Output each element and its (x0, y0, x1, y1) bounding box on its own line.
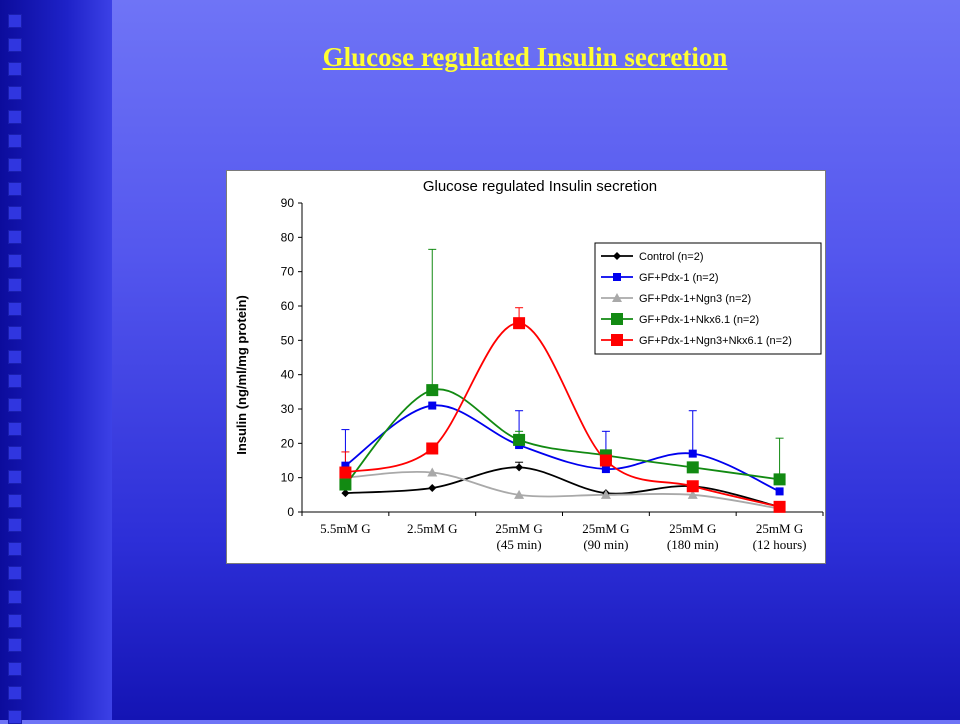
series-line (344, 404, 780, 493)
data-point (686, 480, 699, 493)
legend-entry: Control (n=2) (639, 251, 704, 263)
data-point (600, 489, 611, 499)
data-point (339, 466, 352, 479)
data-point (513, 433, 526, 446)
series-line (345, 466, 780, 508)
decorative-square (8, 614, 22, 628)
decorative-square (8, 278, 22, 292)
data-point (515, 463, 524, 472)
data-point (599, 454, 612, 467)
decorative-square (8, 446, 22, 460)
chart-svg: Glucose regulated Insulin secretion Insu… (234, 178, 824, 552)
decorative-square (8, 326, 22, 340)
slide-left-strip (0, 0, 112, 724)
x-category-label: 25mM G (669, 521, 716, 536)
data-point (514, 489, 525, 499)
legend-swatch-marker (613, 252, 621, 260)
decorative-square (8, 638, 22, 652)
decorative-square (8, 350, 22, 364)
decorative-square (8, 590, 22, 604)
slide-title: Glucose regulated Insulin secretion (322, 42, 728, 72)
legend-swatch-marker (612, 293, 622, 302)
data-point (775, 487, 784, 496)
series-line (345, 470, 780, 510)
data-point (428, 483, 437, 492)
data-point (513, 317, 526, 330)
decorative-square (8, 182, 22, 196)
data-point (773, 473, 786, 486)
legend-entry: GF+Pdx-1+Ngn3+Nkx6.1 (n=2) (639, 335, 792, 347)
legend-swatch-marker (611, 313, 623, 325)
legend-entry: GF+Pdx-1+Nkx6.1 (n=2) (639, 314, 759, 326)
decorative-square (8, 470, 22, 484)
data-point (341, 489, 350, 498)
decorative-square (8, 398, 22, 412)
x-category-label: 25mM G (495, 521, 542, 536)
y-tick-label: 10 (281, 471, 295, 485)
y-tick-label: 50 (281, 333, 295, 347)
series-line (344, 388, 780, 486)
decorative-square (8, 206, 22, 220)
decorative-square (8, 422, 22, 436)
chart-container: Glucose regulated Insulin secretion Insu… (226, 170, 826, 564)
data-point (601, 465, 610, 474)
x-category-label: 25mM G (582, 521, 629, 536)
legend-swatch-marker (613, 273, 621, 281)
legend-entry: GF+Pdx-1 (n=2) (639, 272, 718, 284)
decorative-square (8, 158, 22, 172)
y-tick-label: 0 (287, 505, 294, 519)
decorative-square (8, 374, 22, 388)
x-category-label: 25mM G (756, 521, 803, 536)
data-point (773, 500, 786, 513)
x-category-label: (180 min) (667, 537, 719, 552)
y-tick-label: 70 (281, 265, 295, 279)
decorative-square (8, 38, 22, 52)
x-category-label: (45 min) (497, 537, 542, 552)
legend-swatch-marker (611, 334, 623, 346)
y-tick-label: 30 (281, 402, 295, 416)
decorative-square (8, 710, 22, 724)
decorative-square (8, 518, 22, 532)
data-point (687, 489, 698, 499)
decorative-square (8, 254, 22, 268)
decorative-square (8, 494, 22, 508)
y-tick-label: 60 (281, 299, 295, 313)
x-category-label: 2.5mM G (407, 521, 458, 536)
data-point (426, 384, 439, 397)
data-point (426, 442, 439, 455)
data-point (688, 449, 697, 458)
legend-entry: GF+Pdx-1+Ngn3 (n=2) (639, 293, 751, 305)
data-point (341, 461, 350, 470)
decorative-square-column (8, 0, 24, 724)
decorative-square (8, 542, 22, 556)
y-axis-label: Insulin (ng/ml/mg protein) (234, 295, 249, 455)
data-point (686, 461, 699, 474)
decorative-square (8, 662, 22, 676)
decorative-square (8, 14, 22, 28)
decorative-square (8, 230, 22, 244)
x-category-label: (12 hours) (753, 537, 807, 552)
decorative-square (8, 110, 22, 124)
decorative-square (8, 86, 22, 100)
decorative-square (8, 566, 22, 580)
y-tick-label: 80 (281, 230, 295, 244)
x-category-label: 5.5mM G (320, 521, 371, 536)
chart-title: Glucose regulated Insulin secretion (423, 178, 657, 195)
data-point (339, 478, 352, 491)
decorative-square (8, 62, 22, 76)
data-point (428, 401, 437, 410)
data-point (427, 467, 438, 477)
y-tick-label: 40 (281, 368, 295, 382)
decorative-square (8, 134, 22, 148)
x-category-label: (90 min) (583, 537, 628, 552)
decorative-square (8, 686, 22, 700)
y-tick-label: 90 (281, 196, 295, 210)
y-tick-label: 20 (281, 436, 295, 450)
decorative-square (8, 302, 22, 316)
